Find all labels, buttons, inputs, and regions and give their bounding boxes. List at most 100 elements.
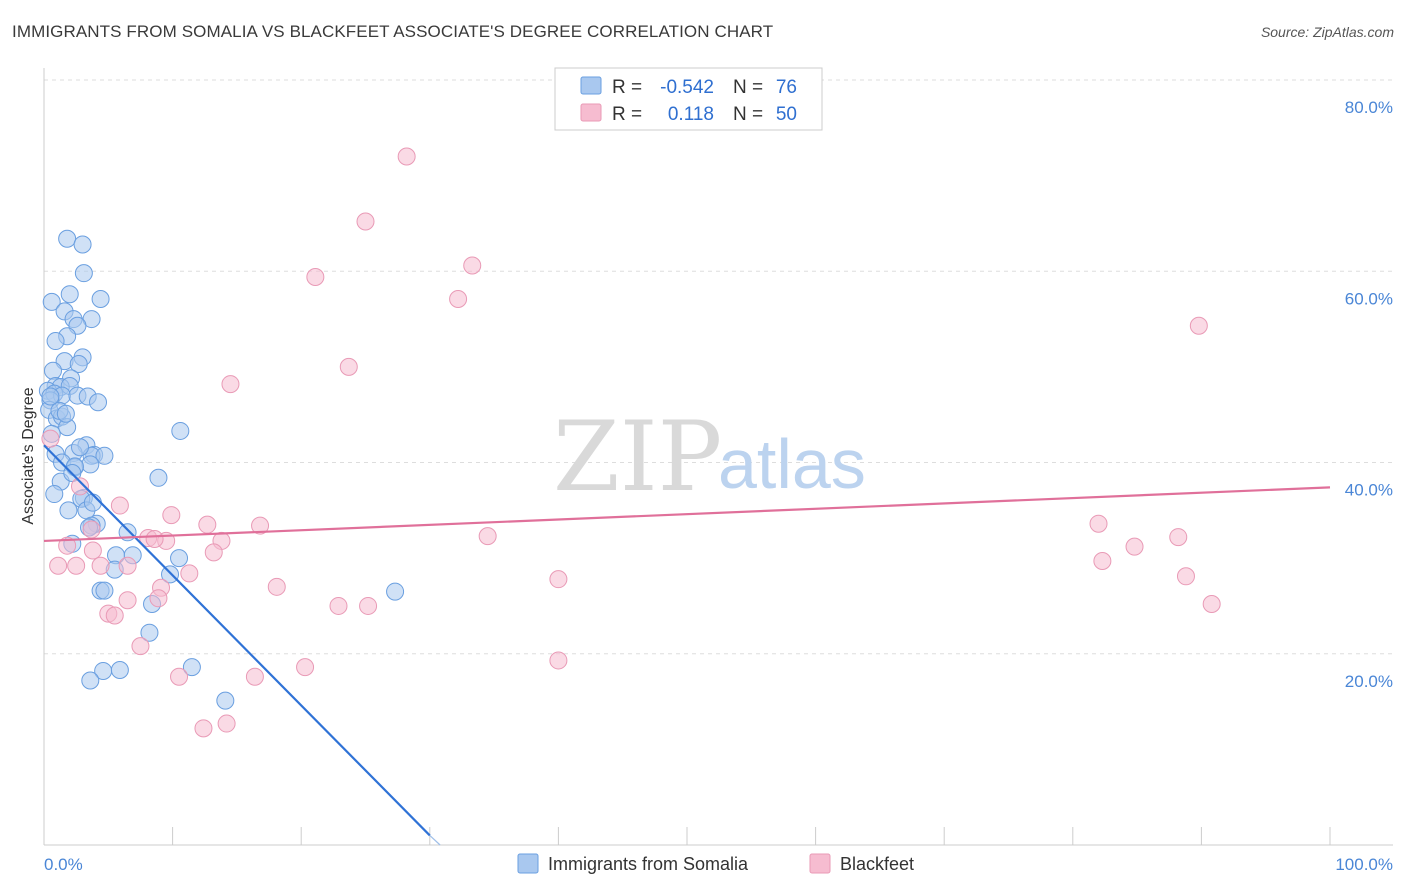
- blackfeet-point-21: [91, 556, 110, 575]
- legend-r-value-blackfeet: 0.118: [668, 104, 714, 125]
- blackfeet-point-46: [194, 719, 213, 738]
- somalia-point-44: [45, 485, 64, 504]
- somalia-point-64: [182, 658, 201, 677]
- somalia-point-14: [69, 355, 88, 374]
- somalia-point-2: [74, 264, 93, 283]
- blackfeet-point-23: [67, 556, 86, 575]
- y-tick-label-40: 40.0%: [1345, 481, 1393, 500]
- somalia-point-38: [95, 446, 114, 465]
- legend-swatch-somalia: [580, 76, 602, 95]
- blackfeet-point-9: [110, 496, 129, 515]
- blackfeet-point-45: [217, 714, 236, 733]
- somalia-point-5: [42, 292, 61, 311]
- blackfeet-point-22: [49, 556, 68, 575]
- bottom-legend-label-somalia: Immigrants from Somalia: [548, 854, 749, 874]
- y-tick-label-60: 60.0%: [1345, 289, 1393, 308]
- somalia-point-67: [81, 671, 100, 690]
- somalia-point-56: [170, 549, 189, 568]
- blackfeet-point-7: [221, 375, 240, 394]
- trendline-somalia: [43, 444, 431, 837]
- somalia-point-47: [59, 501, 78, 520]
- somalia-point-11: [46, 332, 65, 351]
- blackfeet-point-2: [463, 256, 482, 275]
- blackfeet-point-18: [83, 541, 102, 560]
- somalia-point-66: [110, 661, 129, 680]
- legend-n-label-somalia: N =: [733, 77, 763, 98]
- y-tick-label-80: 80.0%: [1345, 98, 1393, 117]
- somalia-point-71: [41, 387, 60, 406]
- x-tick-label-0: 0.0%: [44, 855, 83, 874]
- blackfeet-point-49: [145, 530, 164, 548]
- series-blackfeet-points: [41, 147, 1221, 738]
- series-somalia-points: [38, 229, 405, 710]
- blackfeet-point-29: [1125, 537, 1144, 556]
- somalia-point-0: [58, 229, 77, 248]
- blackfeet-point-31: [1093, 551, 1112, 570]
- somalia-point-59: [386, 582, 405, 601]
- watermark-atlas: atlas: [718, 425, 866, 503]
- somalia-point-63: [140, 623, 159, 642]
- trendlines: [43, 444, 1331, 846]
- blackfeet-point-48: [82, 520, 101, 539]
- blackfeet-point-26: [267, 577, 286, 596]
- x-tick-label-100: 100.0%: [1335, 855, 1393, 874]
- blackfeet-point-10: [162, 506, 181, 525]
- y-tick-label-20: 20.0%: [1345, 672, 1393, 691]
- blackfeet-point-42: [296, 658, 315, 677]
- blackfeet-point-43: [170, 667, 189, 686]
- source-label: Source: ZipAtlas.com: [1260, 24, 1394, 40]
- blackfeet-point-41: [549, 651, 568, 670]
- blackfeet-point-39: [105, 606, 124, 625]
- bottom-legend-swatch-blackfeet: [809, 853, 831, 874]
- blackfeet-point-1: [356, 212, 375, 231]
- blackfeet-point-30: [1169, 528, 1188, 547]
- x-ticks: [43, 827, 1331, 845]
- y-axis-label: Associate's Degree: [20, 387, 37, 524]
- trendline-somalia-extension: [429, 834, 441, 846]
- bottom-legend-swatch-somalia: [517, 853, 539, 874]
- blackfeet-point-12: [251, 516, 270, 535]
- blackfeet-point-32: [1176, 567, 1195, 586]
- chart-title: IMMIGRANTS FROM SOMALIA VS BLACKFEET ASS…: [12, 22, 774, 41]
- somalia-point-32: [171, 421, 190, 440]
- somalia-point-40: [81, 455, 100, 474]
- watermark-zip: ZIP: [553, 401, 722, 513]
- legend-r-label-somalia: R =: [612, 77, 642, 98]
- somalia-point-68: [216, 691, 235, 710]
- blackfeet-point-0: [397, 147, 416, 166]
- blackfeet-point-44: [245, 667, 264, 686]
- blackfeet-point-34: [329, 596, 348, 615]
- blackfeet-point-3: [306, 267, 325, 286]
- blackfeet-point-8: [71, 477, 90, 496]
- blackfeet-point-5: [1189, 316, 1208, 335]
- somalia-point-58: [161, 565, 180, 584]
- bottom-legend-label-blackfeet: Blackfeet: [840, 854, 914, 874]
- axes: [43, 68, 1393, 846]
- blackfeet-point-17: [58, 536, 77, 555]
- legend-r-value-somalia: -0.542: [660, 77, 714, 98]
- blackfeet-point-27: [549, 570, 568, 589]
- y-tick-labels: 20.0% 40.0% 60.0% 80.0%: [1345, 98, 1393, 691]
- blackfeet-point-35: [359, 596, 378, 615]
- blackfeet-point-33: [1202, 595, 1221, 614]
- blackfeet-point-24: [118, 556, 137, 575]
- blackfeet-point-19: [204, 543, 223, 562]
- legend-n-value-blackfeet: 50: [776, 104, 797, 125]
- blackfeet-point-37: [149, 589, 168, 608]
- bottom-legend: Immigrants from Somalia Blackfeet: [517, 853, 914, 874]
- blackfeet-point-28: [1089, 514, 1108, 533]
- blackfeet-point-13: [478, 527, 497, 546]
- somalia-point-72: [56, 404, 75, 423]
- legend-r-label-blackfeet: R =: [612, 104, 642, 125]
- legend-swatch-blackfeet: [580, 103, 602, 122]
- legend-n-value-somalia: 76: [776, 77, 797, 98]
- somalia-point-73: [71, 438, 90, 457]
- somalia-point-42: [149, 468, 168, 487]
- blackfeet-point-4: [449, 289, 468, 308]
- blackfeet-point-20: [180, 564, 199, 583]
- blackfeet-point-11: [198, 515, 217, 534]
- blackfeet-point-36: [118, 591, 137, 610]
- blackfeet-point-6: [339, 357, 358, 376]
- legend-n-label-blackfeet: N =: [733, 104, 763, 125]
